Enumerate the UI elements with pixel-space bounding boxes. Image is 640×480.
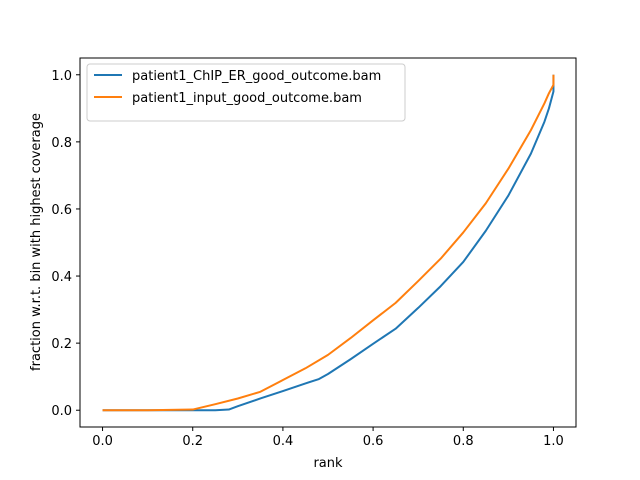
x-tick-label: 0.2 xyxy=(182,434,203,449)
y-tick-label: 0.6 xyxy=(51,203,72,218)
plot-frame xyxy=(79,57,577,428)
x-tick-label: 1.0 xyxy=(543,434,564,449)
x-tick-label: 0.6 xyxy=(363,434,384,449)
y-tick-label: 0.0 xyxy=(51,404,72,419)
y-axis-label: fraction w.r.t. bin with highest coverag… xyxy=(29,113,44,371)
y-tick-label: 0.8 xyxy=(51,136,72,151)
x-axis: 0.0 0.2 0.4 0.6 0.8 1.0 xyxy=(92,427,564,449)
legend-box xyxy=(86,63,406,122)
x-tick-label: 0.0 xyxy=(92,434,113,449)
y-tick-label: 1.0 xyxy=(51,69,72,84)
legend-label: patient1_input_good_outcome.bam xyxy=(132,91,362,106)
y-tick-label: 0.2 xyxy=(51,337,72,352)
y-axis: 0.0 0.2 0.4 0.6 0.8 1.0 xyxy=(51,69,80,419)
series-line-0 xyxy=(102,74,555,412)
x-tick-label: 0.4 xyxy=(273,434,294,449)
y-tick-label: 0.4 xyxy=(51,270,72,285)
legend: patient1_ChIP_ER_good_outcome.bampatient… xyxy=(86,63,406,122)
x-axis-label: rank xyxy=(313,456,343,471)
x-tick-label: 0.8 xyxy=(453,434,474,449)
plot-lines xyxy=(102,74,555,412)
legend-label: patient1_ChIP_ER_good_outcome.bam xyxy=(132,69,381,84)
series-line-1 xyxy=(102,74,555,412)
